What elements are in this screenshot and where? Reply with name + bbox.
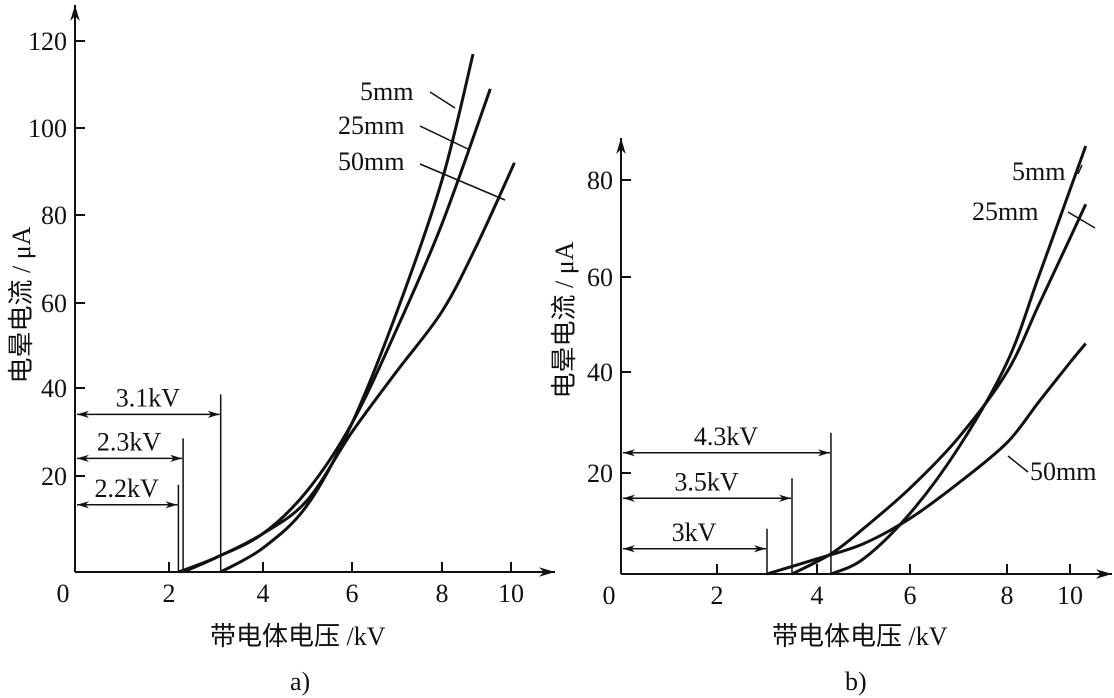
y-tick-label: 60 [587,263,613,292]
series-label: 5mm [360,77,413,106]
threshold-label: 3.5kV [674,467,739,496]
panel-label: b) [845,667,867,696]
y-tick-label: 80 [587,166,613,195]
leader-line [1067,211,1096,229]
threshold-label: 3kV [672,518,717,547]
y-tick-label: 100 [28,114,67,143]
x-tick-label: 0 [603,581,616,610]
series-label: 25mm [972,197,1038,226]
panel-label: a) [290,667,310,696]
series-label: 50mm [338,147,404,176]
x-tick-label: 4 [257,579,270,608]
leader-line [419,125,471,151]
y-axis-label: 电晕电流 / μA [7,226,36,383]
threshold-label: 3.1kV [116,383,181,412]
x-axis-label: 带电体电压 /kV [772,622,948,651]
y-tick-label: 20 [587,459,613,488]
leader-line [429,91,456,109]
threshold-label: 2.3kV [97,427,162,456]
y-tick-label: 20 [41,462,67,491]
threshold-label: 2.2kV [95,474,160,503]
series-label: 5mm [1012,157,1065,186]
x-tick-label: 10 [1057,581,1083,610]
series-line-25mm [182,88,492,574]
series-line-50mm [177,162,516,574]
x-tick-label: 2 [711,581,724,610]
x-tick-label: 10 [498,579,524,608]
x-axis-label: 带电体电压 /kV [210,622,386,651]
series-line-5mm [830,145,1088,576]
series-label: 25mm [338,111,404,140]
threshold-label: 4.3kV [694,422,759,451]
leader-line [1077,164,1083,175]
series-label: 50mm [1030,457,1096,486]
y-tick-label: 40 [41,374,67,403]
x-tick-label: 6 [346,579,359,608]
y-axis-label: 电晕电流 / μA [550,241,579,398]
y-tick-label: 80 [41,201,67,230]
x-tick-label: 0 [57,579,70,608]
x-tick-label: 4 [811,581,824,610]
y-tick-label: 120 [28,27,67,56]
series-line-25mm [791,203,1088,576]
x-tick-label: 8 [436,579,449,608]
series-line-50mm [766,342,1087,576]
series-line-5mm [219,53,475,574]
y-tick-label: 60 [41,289,67,318]
x-tick-label: 2 [163,579,176,608]
leader-line [1007,455,1029,473]
x-tick-label: 6 [904,581,917,610]
leader-line [419,163,506,201]
x-tick-label: 8 [1001,581,1014,610]
y-tick-label: 40 [587,358,613,387]
